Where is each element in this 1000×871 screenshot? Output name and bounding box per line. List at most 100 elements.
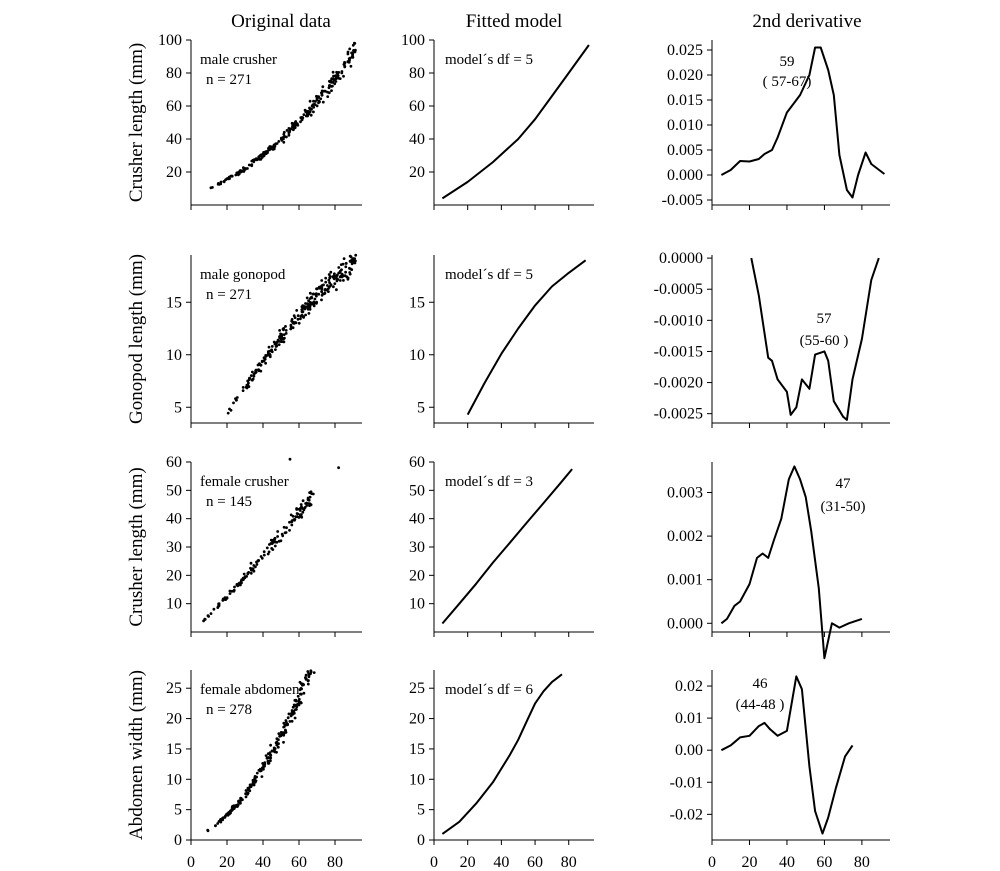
data-point xyxy=(291,123,295,127)
annotation-text: 59 xyxy=(780,54,795,70)
data-point xyxy=(275,344,279,348)
data-point xyxy=(290,520,294,524)
data-point xyxy=(277,140,281,143)
data-point xyxy=(284,332,288,335)
data-point xyxy=(224,178,228,182)
data-point xyxy=(309,669,313,673)
data-point xyxy=(273,536,277,540)
y-tick-label: 0.02 xyxy=(675,678,703,695)
annotation-text: (31-50) xyxy=(821,499,866,515)
data-point xyxy=(266,552,270,556)
data-point xyxy=(326,284,329,287)
data-point xyxy=(245,791,249,794)
data-point xyxy=(276,745,280,749)
data-point xyxy=(343,274,347,278)
data-point xyxy=(346,60,350,63)
y-tick-label: 0.010 xyxy=(667,117,703,134)
panel-female-crusher-fitted: 10 20 30 40 50 60 model´s df = 3 xyxy=(409,454,594,637)
data-point xyxy=(293,316,297,319)
data-point xyxy=(285,129,289,132)
data-point xyxy=(267,756,271,759)
data-point xyxy=(253,780,257,783)
y-tick-label: 0.000 xyxy=(667,615,703,632)
data-point xyxy=(299,687,303,690)
data-point xyxy=(301,510,305,514)
data-point xyxy=(298,513,302,516)
annotation-text: male crusher xyxy=(200,52,277,68)
annotation-text: model´s df = 6 xyxy=(445,682,534,698)
data-point xyxy=(308,495,312,499)
data-point xyxy=(314,293,318,297)
y-tick-label: -0.0025 xyxy=(654,406,703,423)
data-point xyxy=(282,733,286,737)
panel-female-abdomen-original: 0 5 10 15 20 25 0 20 40 60 80 Abdomen width (mm) fem… xyxy=(126,669,362,871)
y-tick-label: 0.015 xyxy=(667,92,703,109)
x-tick-label: 20 xyxy=(219,854,235,871)
y-tick-label: 25 xyxy=(409,680,425,697)
data-point xyxy=(292,709,295,713)
data-point xyxy=(227,811,231,815)
data-point xyxy=(248,377,252,380)
data-point xyxy=(282,725,286,729)
y-tick-label: 60 xyxy=(409,98,425,115)
data-point xyxy=(340,275,344,279)
y-tick-label: 60 xyxy=(166,454,182,471)
data-point xyxy=(263,762,267,766)
data-point xyxy=(281,534,285,538)
y-tick-label: 50 xyxy=(409,482,425,499)
annotation-text: 57 xyxy=(817,311,833,327)
x-tick-label: 40 xyxy=(779,854,795,871)
data-point xyxy=(317,286,321,290)
data-point xyxy=(348,47,352,51)
data-point xyxy=(219,182,223,186)
data-point xyxy=(326,90,329,94)
data-point xyxy=(296,314,300,318)
data-point xyxy=(256,559,260,563)
data-point xyxy=(267,345,271,349)
data-point xyxy=(246,379,250,383)
x-tick-label: 0 xyxy=(708,854,716,871)
series-line xyxy=(720,675,854,835)
y-tick-label: 10 xyxy=(409,347,425,364)
data-point xyxy=(320,279,324,282)
data-point xyxy=(301,507,304,510)
data-point xyxy=(227,177,231,181)
y-axis-label: Crusher length (mm) xyxy=(126,467,147,626)
data-point xyxy=(243,167,247,171)
data-point xyxy=(252,569,256,573)
annotation-text: 46 xyxy=(753,676,769,692)
data-point xyxy=(279,332,282,336)
data-point xyxy=(304,313,307,317)
data-point xyxy=(295,515,299,519)
y-tick-label: -0.0020 xyxy=(654,375,703,392)
data-point xyxy=(320,91,323,95)
data-point xyxy=(283,336,286,340)
data-point xyxy=(244,385,248,389)
annotation-text: ( 57-67) xyxy=(763,74,812,90)
data-point xyxy=(326,95,330,98)
y-tick-label: 25 xyxy=(166,680,182,697)
data-point xyxy=(252,374,256,378)
data-point xyxy=(274,348,277,351)
data-point xyxy=(225,596,229,600)
data-point xyxy=(342,257,346,260)
data-point xyxy=(349,64,353,68)
y-tick-label: 50 xyxy=(166,482,182,499)
data-point xyxy=(297,699,301,703)
data-point xyxy=(284,731,288,734)
data-point xyxy=(290,523,294,527)
data-point xyxy=(343,65,347,69)
data-point xyxy=(342,279,345,282)
data-point xyxy=(348,259,352,263)
data-point xyxy=(240,578,244,582)
data-point xyxy=(278,329,281,332)
data-point xyxy=(232,401,235,405)
data-point xyxy=(257,156,261,160)
data-point xyxy=(237,582,241,585)
series-line xyxy=(720,465,863,660)
panel-female-crusher-original: 10 20 30 40 50 60 Crusher length (mm) female cr… xyxy=(126,454,362,637)
data-point xyxy=(266,352,270,356)
data-point xyxy=(276,535,279,538)
data-point xyxy=(320,284,324,288)
data-point xyxy=(247,163,251,167)
